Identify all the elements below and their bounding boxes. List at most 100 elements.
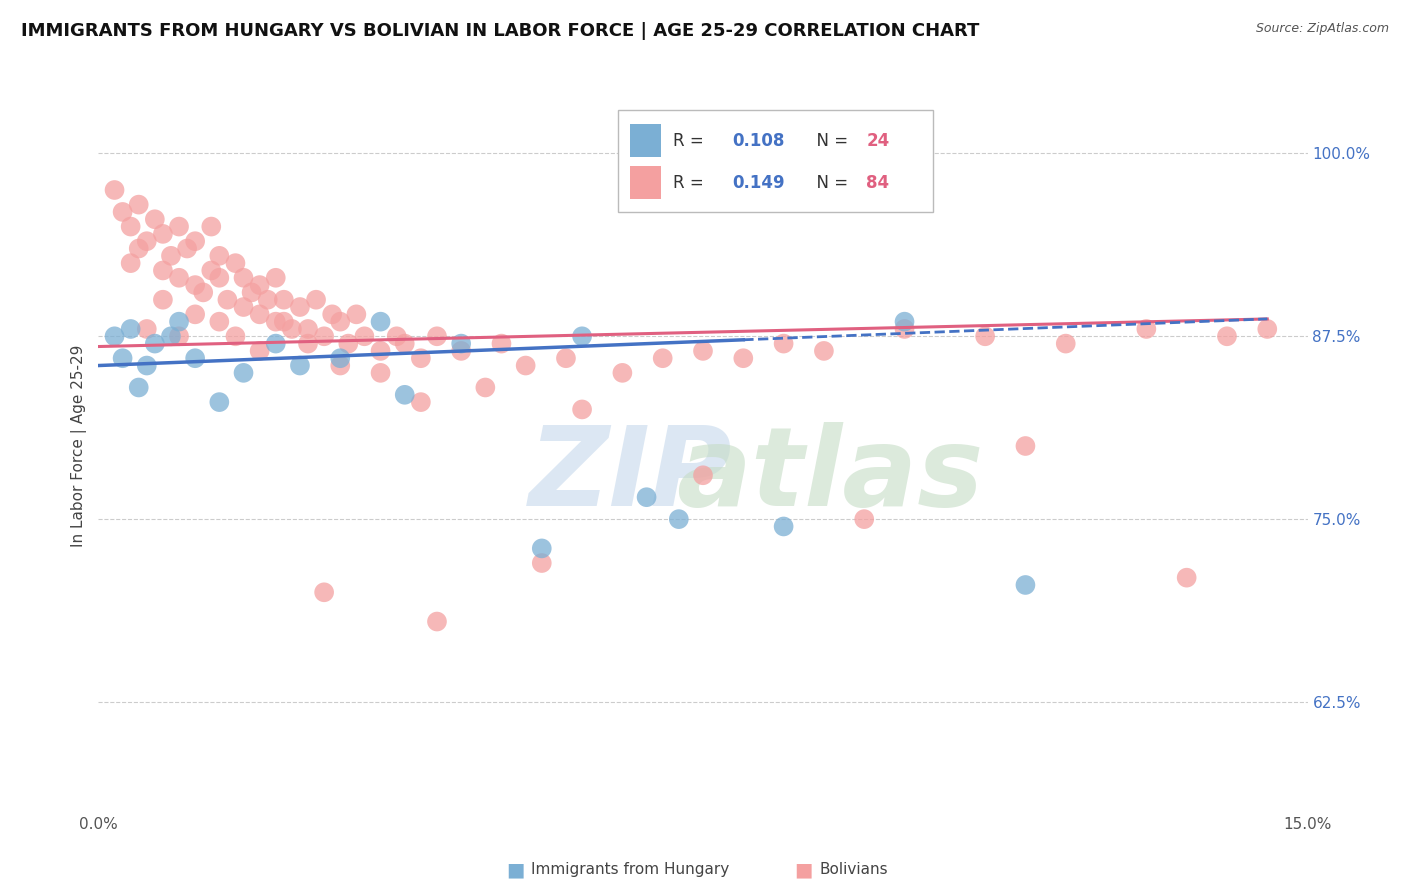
- Point: [530, 541, 553, 556]
- Point: [853, 512, 876, 526]
- Point: [208, 395, 231, 409]
- Point: [152, 227, 174, 241]
- Point: [167, 219, 190, 234]
- Point: [135, 234, 157, 248]
- Point: [353, 329, 375, 343]
- Point: [1014, 578, 1036, 592]
- Point: [184, 278, 207, 293]
- Point: [160, 329, 183, 343]
- Point: [1014, 439, 1036, 453]
- Point: [184, 307, 207, 321]
- Text: 84: 84: [866, 174, 890, 192]
- Point: [232, 270, 254, 285]
- Point: [612, 366, 634, 380]
- Point: [394, 388, 416, 402]
- Point: [217, 293, 239, 307]
- Point: [772, 336, 794, 351]
- Point: [200, 263, 222, 277]
- Point: [264, 315, 287, 329]
- Text: Bolivians: Bolivians: [820, 863, 889, 877]
- Point: [733, 351, 755, 366]
- Point: [184, 234, 207, 248]
- Point: [385, 329, 408, 343]
- Point: [240, 285, 263, 300]
- Point: [249, 343, 271, 358]
- Point: [224, 329, 246, 343]
- Point: [692, 468, 714, 483]
- Point: [120, 322, 142, 336]
- Point: [135, 359, 157, 373]
- Point: [128, 380, 150, 394]
- Point: [273, 293, 295, 307]
- Point: [450, 343, 472, 358]
- Point: [256, 293, 278, 307]
- Text: IMMIGRANTS FROM HUNGARY VS BOLIVIAN IN LABOR FORCE | AGE 25-29 CORRELATION CHART: IMMIGRANTS FROM HUNGARY VS BOLIVIAN IN L…: [21, 22, 980, 40]
- Point: [264, 336, 287, 351]
- Bar: [630, 166, 661, 199]
- Point: [103, 329, 125, 343]
- Point: [305, 293, 328, 307]
- Text: R =: R =: [672, 132, 709, 150]
- Point: [530, 556, 553, 570]
- Text: ■: ■: [794, 860, 813, 880]
- Point: [297, 336, 319, 351]
- Point: [208, 315, 231, 329]
- Text: N =: N =: [806, 132, 853, 150]
- Text: ZIP: ZIP: [529, 422, 733, 529]
- Text: 0.149: 0.149: [733, 174, 785, 192]
- Point: [668, 512, 690, 526]
- Text: R =: R =: [672, 174, 709, 192]
- Point: [143, 336, 166, 351]
- Point: [167, 329, 190, 343]
- Point: [651, 351, 673, 366]
- Point: [184, 351, 207, 366]
- Point: [329, 315, 352, 329]
- Bar: [630, 124, 661, 157]
- Point: [329, 359, 352, 373]
- Point: [273, 315, 295, 329]
- Point: [1135, 322, 1157, 336]
- Point: [128, 197, 150, 211]
- Point: [450, 336, 472, 351]
- Point: [491, 336, 513, 351]
- Point: [636, 490, 658, 504]
- Point: [571, 402, 593, 417]
- Point: [249, 278, 271, 293]
- Point: [128, 242, 150, 256]
- Point: [344, 307, 367, 321]
- Point: [394, 336, 416, 351]
- Point: [1054, 336, 1077, 351]
- Point: [314, 585, 336, 599]
- Point: [264, 270, 287, 285]
- Point: [208, 249, 231, 263]
- Point: [772, 519, 794, 533]
- Text: 0.108: 0.108: [733, 132, 785, 150]
- Point: [370, 366, 392, 380]
- Text: Source: ZipAtlas.com: Source: ZipAtlas.com: [1256, 22, 1389, 36]
- Point: [143, 212, 166, 227]
- Text: ■: ■: [506, 860, 524, 880]
- Text: atlas: atlas: [676, 422, 984, 529]
- Point: [208, 270, 231, 285]
- Point: [813, 343, 835, 358]
- Point: [337, 336, 360, 351]
- Point: [135, 322, 157, 336]
- Point: [232, 300, 254, 314]
- Point: [176, 242, 198, 256]
- Point: [426, 329, 449, 343]
- Point: [288, 300, 311, 314]
- Point: [120, 219, 142, 234]
- Point: [329, 351, 352, 366]
- Point: [120, 256, 142, 270]
- Bar: [619, 110, 932, 212]
- Point: [193, 285, 215, 300]
- Point: [167, 315, 190, 329]
- Point: [370, 315, 392, 329]
- Text: Immigrants from Hungary: Immigrants from Hungary: [531, 863, 730, 877]
- Point: [426, 615, 449, 629]
- Point: [555, 351, 578, 366]
- Point: [200, 219, 222, 234]
- Point: [1216, 329, 1239, 343]
- Text: 24: 24: [866, 132, 890, 150]
- Point: [314, 329, 336, 343]
